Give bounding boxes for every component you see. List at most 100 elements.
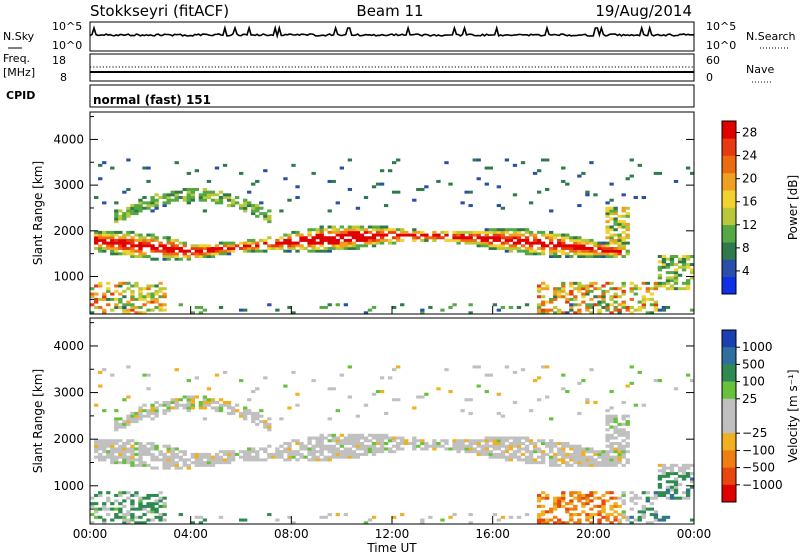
- range-gate-cell: [98, 455, 103, 459]
- range-gate-cell: [476, 158, 481, 162]
- range-gate-cell: [154, 510, 159, 514]
- range-gate-cell: [351, 439, 357, 443]
- range-gate-cell: [613, 447, 618, 451]
- range-gate-cell: [130, 305, 135, 309]
- range-gate-cell: [557, 295, 562, 299]
- range-gate-cell: [158, 305, 163, 309]
- range-gate-cell: [138, 458, 143, 462]
- range-gate-cell: [202, 193, 208, 197]
- range-gate-cell: [134, 452, 139, 456]
- range-gate-cell: [617, 428, 622, 432]
- range-gate-cell: [375, 436, 381, 440]
- range-gate-cell: [222, 196, 228, 200]
- range-gate-cell: [263, 450, 268, 454]
- colorbar-swatch: [722, 121, 736, 139]
- range-gate-cell: [363, 403, 369, 407]
- range-gate-cell: [363, 439, 369, 443]
- range-gate-cell: [214, 458, 220, 462]
- range-gate-cell: [601, 289, 606, 293]
- range-gate-cell: [609, 417, 614, 421]
- range-gate-cell: [605, 422, 610, 426]
- range-gate-cell: [218, 403, 224, 407]
- range-gate-cell: [440, 439, 445, 443]
- range-gate-cell: [673, 287, 679, 291]
- range-gate-cell: [222, 163, 228, 167]
- colorbar-swatch: [722, 190, 736, 208]
- range-gate-cell: [287, 241, 292, 245]
- range-gate-cell: [637, 163, 642, 167]
- range-gate-cell: [476, 236, 481, 240]
- range-gate-cell: [536, 450, 542, 454]
- range-gate-cell: [569, 491, 574, 495]
- range-gate-cell: [347, 441, 353, 446]
- range-gate-cell: [178, 249, 183, 253]
- range-gate-cell: [577, 174, 582, 178]
- range-gate-cell: [557, 255, 562, 258]
- range-gate-cell: [553, 499, 558, 503]
- range-gate-cell: [416, 395, 421, 399]
- range-gate-cell: [234, 403, 240, 407]
- range-gate-cell: [351, 233, 357, 237]
- range-gate-cell: [516, 439, 522, 443]
- range-gate-cell: [138, 236, 143, 240]
- range-gate-cell: [500, 452, 506, 456]
- range-gate-cell: [178, 513, 183, 517]
- range-gate-cell: [247, 244, 252, 248]
- range-gate-cell: [154, 305, 159, 309]
- range-gate-cell: [359, 452, 365, 456]
- range-gate-cell: [472, 238, 477, 242]
- range-gate-cell: [383, 233, 389, 237]
- range-gate-cell: [601, 458, 606, 462]
- range-gate-cell: [130, 230, 135, 234]
- range-gate-cell: [545, 233, 550, 237]
- range-gate-cell: [162, 236, 167, 240]
- range-gate-cell: [134, 515, 139, 519]
- range-gate-cell: [375, 447, 381, 451]
- range-gate-cell: [573, 447, 578, 451]
- range-gate-cell: [625, 441, 630, 446]
- range-gate-cell: [114, 212, 119, 216]
- range-gate-cell: [170, 193, 175, 197]
- range-gate-cell: [126, 439, 131, 443]
- range-gate-cell: [412, 230, 417, 234]
- range-gate-cell: [347, 395, 353, 399]
- range-gate-cell: [170, 255, 175, 258]
- range-gate-cell: [553, 233, 558, 237]
- range-gate-cell: [174, 252, 179, 256]
- range-gate-cell: [637, 287, 642, 291]
- range-gate-cell: [508, 455, 514, 459]
- range-gate-cell: [621, 431, 626, 435]
- range-gate-cell: [625, 249, 630, 253]
- time-axis: 00:00 04:00 08:00 12:00 16:00 20:00 00:00: [73, 527, 712, 541]
- range-gate-cell: [553, 244, 558, 248]
- range-gate-cell: [122, 289, 127, 293]
- range-gate-cell: [665, 488, 671, 492]
- range-gate-cell: [613, 212, 618, 216]
- range-gate-cell: [138, 447, 143, 451]
- range-gate-cell: [315, 228, 320, 232]
- range-gate-cell: [383, 204, 389, 208]
- range-gate-cell: [661, 463, 667, 467]
- range-gate-cell: [396, 190, 401, 194]
- range-gate-cell: [557, 308, 562, 312]
- range-gate-cell: [110, 444, 115, 448]
- range-gate-cell: [375, 241, 381, 245]
- range-gate-cell: [565, 244, 570, 248]
- range-gate-cell: [122, 303, 127, 307]
- range-gate-cell: [609, 450, 614, 454]
- range-gate-cell: [283, 458, 288, 462]
- range-gate-cell: [520, 238, 526, 242]
- range-gate-cell: [142, 236, 147, 240]
- range-gate-cell: [243, 417, 248, 421]
- range-gate-cell: [633, 196, 638, 200]
- range-gate-cell: [150, 493, 155, 497]
- range-gate-cell: [649, 303, 655, 307]
- range-gate-cell: [484, 373, 489, 377]
- range-gate-cell: [689, 276, 695, 280]
- range-gate-cell: [102, 292, 107, 296]
- range-gate-cell: [641, 281, 646, 285]
- range-gate-cell: [561, 447, 566, 451]
- range-gate-cell: [585, 513, 590, 517]
- range-gate-cell: [689, 472, 695, 476]
- range-gate-cell: [214, 166, 220, 170]
